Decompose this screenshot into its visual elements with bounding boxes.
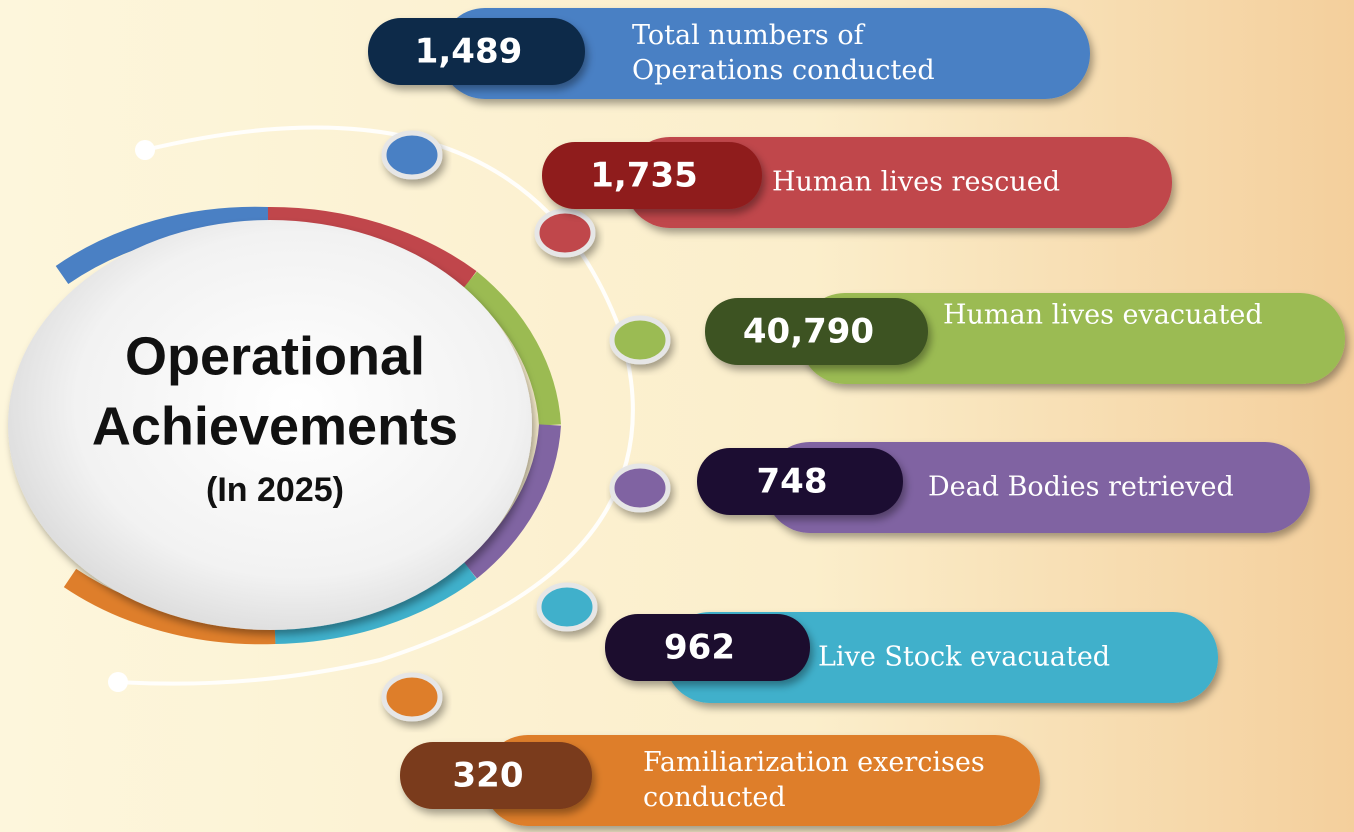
item-label: Operations conducted <box>632 55 935 86</box>
dot <box>381 130 443 180</box>
item-label: Human lives evacuated <box>943 300 1263 331</box>
item-bar <box>625 137 1172 228</box>
value-pill <box>697 448 903 515</box>
item-label: Total numbers of <box>632 20 866 51</box>
item-bar <box>765 442 1310 533</box>
value-pill <box>705 298 928 365</box>
connector-end <box>108 672 128 692</box>
dot <box>534 208 596 258</box>
value-pill <box>605 614 810 681</box>
item-bar <box>440 8 1090 99</box>
item-bar <box>483 735 1040 826</box>
value: 962 <box>664 628 735 668</box>
connector-end <box>135 140 155 160</box>
title: Achievements <box>92 396 458 456</box>
dot <box>381 672 443 722</box>
title: Operational <box>125 326 425 386</box>
value: 748 <box>757 462 828 502</box>
item-bar <box>800 293 1345 384</box>
value-pill <box>542 142 762 209</box>
value-pill <box>400 742 592 809</box>
subtitle: (In 2025) <box>206 471 344 509</box>
item-label: Dead Bodies retrieved <box>928 472 1234 503</box>
dot <box>536 582 598 632</box>
item-label: conducted <box>643 782 786 813</box>
ring <box>55 206 561 645</box>
item-label: Live Stock evacuated <box>818 642 1110 673</box>
item-label: Familiarization exercises <box>643 747 985 778</box>
value-pill <box>368 18 585 85</box>
value: 1,489 <box>415 32 523 72</box>
dot <box>609 463 671 513</box>
dot <box>609 315 671 365</box>
value: 1,735 <box>590 156 698 196</box>
value: 320 <box>453 756 524 796</box>
value: 40,790 <box>743 312 874 352</box>
item-label: Human lives rescued <box>772 167 1060 198</box>
title-disc <box>8 220 532 630</box>
